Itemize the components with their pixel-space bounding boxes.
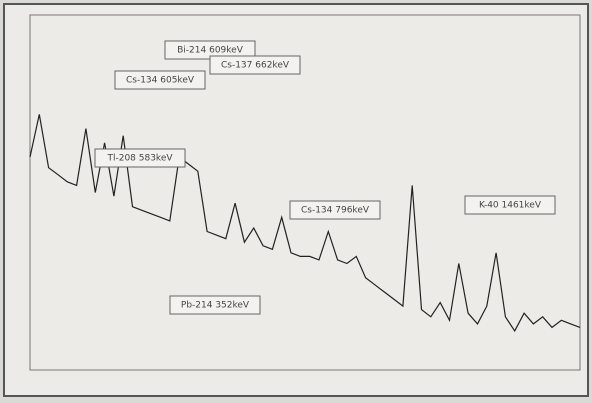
annotation: K-40 1461keV [479,201,542,211]
annotation: Pb-214 352keV [181,301,250,311]
annotation: Cs-134 796keV [301,206,370,216]
annotation: Tl-208 583keV [106,154,173,164]
annotation: Cs-134 605keV [126,76,195,86]
annotation: Bi-214 609keV [177,46,244,56]
page: {"chart_data": {"type": "line", "x": [0,… [0,0,592,403]
annotation: Cs-137 662keV [221,61,290,71]
chart: Pb-214 352keV Tl-208 583keV Cs-134 605keV B… [0,0,592,403]
